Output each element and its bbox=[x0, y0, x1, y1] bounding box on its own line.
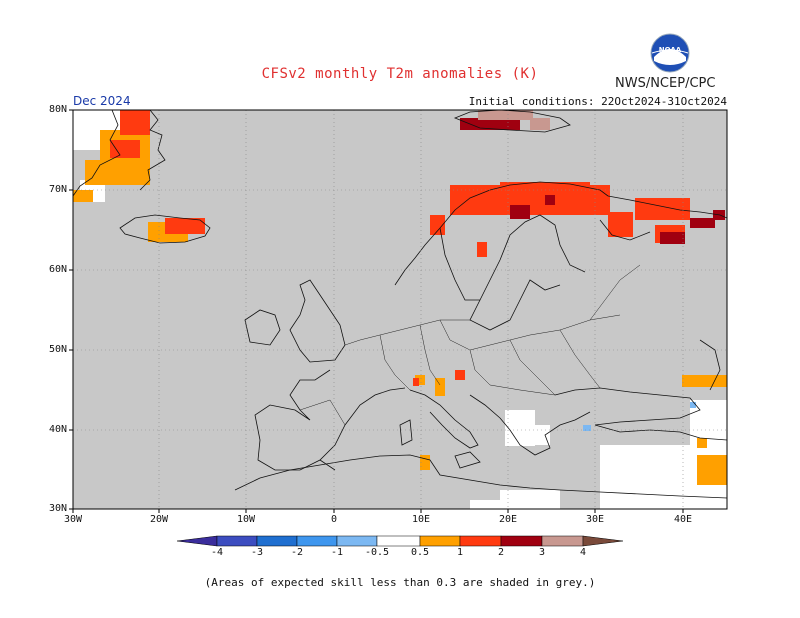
anomaly-darkred bbox=[460, 118, 725, 244]
colorbar-label: 1 bbox=[456, 547, 464, 558]
colorbar-label: -2 bbox=[290, 547, 304, 558]
colorbar-label: -0.5 bbox=[364, 547, 390, 558]
map-title: CFSv2 monthly T2m anomalies (K) bbox=[261, 66, 539, 82]
x-tick-label: 0 bbox=[330, 514, 338, 525]
anomaly-pinkbrown bbox=[478, 110, 550, 130]
coastlines bbox=[73, 110, 727, 499]
x-tick-label: 20W bbox=[149, 514, 169, 525]
colorbar-label: -3 bbox=[250, 547, 264, 558]
x-tick-label: 30E bbox=[585, 514, 605, 525]
valid-month-label: Dec 2024 bbox=[73, 94, 131, 108]
initial-conditions-label: Initial conditions: 22Oct2024-31Oct2024 bbox=[468, 95, 727, 108]
colorbar-label: 4 bbox=[579, 547, 587, 558]
colorbar-label: -4 bbox=[210, 547, 224, 558]
anomaly-blue bbox=[583, 402, 696, 431]
colorbar-label: 2 bbox=[497, 547, 505, 558]
colorbar-label: 0.5 bbox=[410, 547, 430, 558]
y-tick-label: 80N bbox=[48, 104, 67, 115]
graticule bbox=[73, 110, 727, 509]
colorbar-label: 3 bbox=[538, 547, 546, 558]
x-tick-label: 30W bbox=[63, 514, 83, 525]
colorbar-label: -1 bbox=[330, 547, 344, 558]
y-tick-label: 60N bbox=[48, 264, 67, 275]
y-tick-label: 30N bbox=[48, 503, 67, 514]
noaa-logo-icon: NOAA bbox=[650, 33, 690, 73]
y-tick-label: 70N bbox=[48, 184, 67, 195]
x-tick-label: 40E bbox=[673, 514, 693, 525]
y-tick-label: 40N bbox=[48, 424, 67, 435]
x-tick-label: 10W bbox=[236, 514, 256, 525]
noaa-logo-text: NOAA bbox=[659, 46, 682, 54]
y-tick-label: 50N bbox=[48, 344, 67, 355]
agency-label: NWS/NCEP/CPC bbox=[615, 76, 716, 91]
map-frame bbox=[72, 109, 728, 510]
country-borders bbox=[299, 264, 641, 426]
x-tick-label: 20E bbox=[498, 514, 518, 525]
tick-marks bbox=[69, 109, 684, 513]
skill-shade-area bbox=[73, 110, 727, 509]
x-tick-label: 10E bbox=[411, 514, 431, 525]
skill-note: (Areas of expected skill less than 0.3 a… bbox=[204, 576, 596, 589]
